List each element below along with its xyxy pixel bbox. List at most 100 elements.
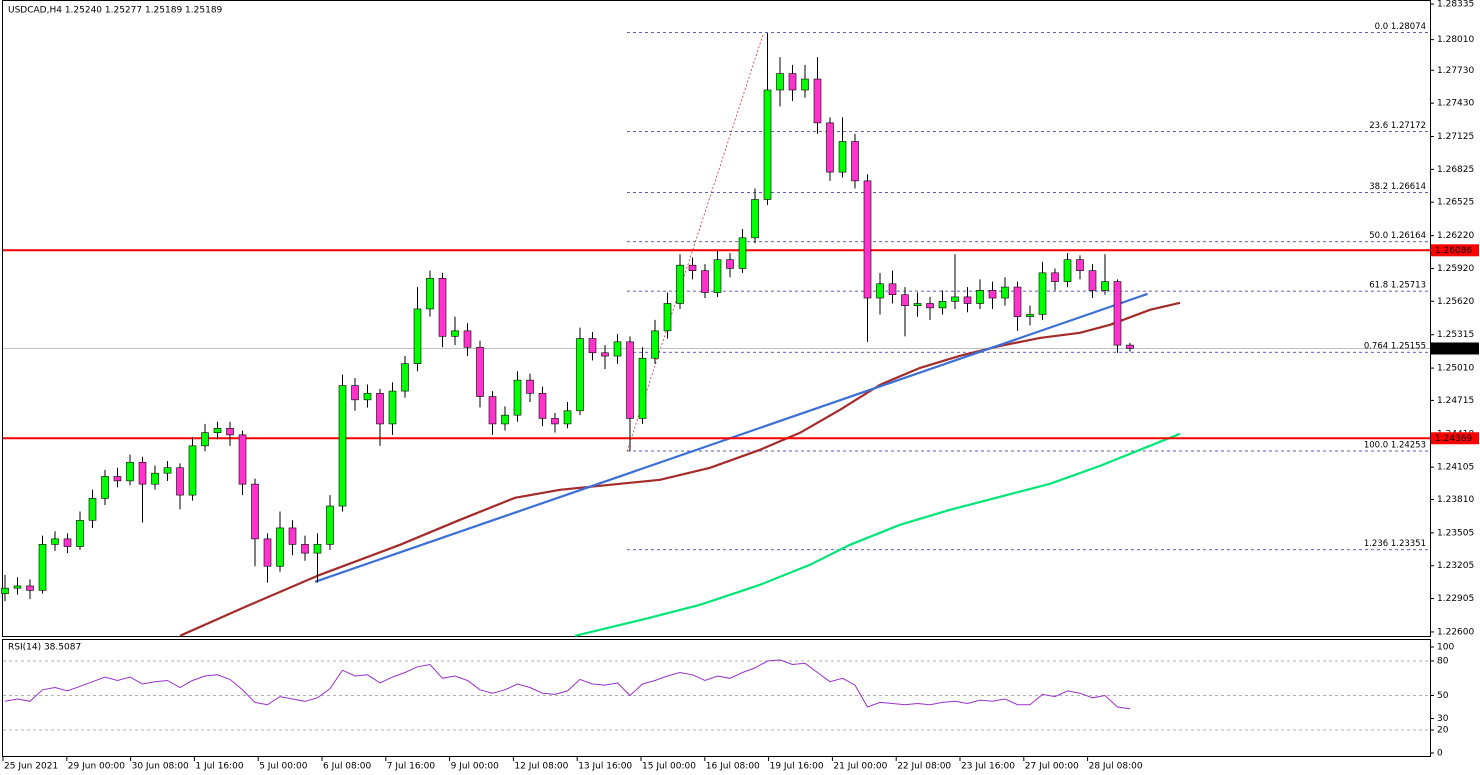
candle-body xyxy=(651,330,659,359)
candle-body xyxy=(563,410,572,425)
fib-label: 100.0 1.24253 xyxy=(1364,440,1426,450)
x-tick-label: 19 Jul 16:00 xyxy=(770,762,824,772)
last-price-label: 1.25189 xyxy=(1435,344,1472,354)
candle-body xyxy=(63,538,72,547)
candle-body xyxy=(851,141,859,182)
candle-body xyxy=(801,78,809,91)
x-tick-label: 5 Jul 00:00 xyxy=(259,762,308,772)
level-price-box xyxy=(1431,432,1479,445)
y-tick-label: 1.22905 xyxy=(1437,594,1474,604)
candle-body xyxy=(951,296,959,302)
candle-body xyxy=(1051,272,1059,282)
main-frame xyxy=(2,0,1431,637)
candle-body xyxy=(626,341,634,419)
x-tick-label: 22 Jul 08:00 xyxy=(897,762,951,772)
candle-body xyxy=(613,341,622,357)
candle-body xyxy=(576,338,584,412)
rsi-frame xyxy=(2,639,1431,757)
fib-label: 50.0 1.26164 xyxy=(1369,231,1426,241)
x-tick-label: 21 Jul 00:00 xyxy=(833,762,887,772)
candle-body xyxy=(51,538,59,545)
candle-body xyxy=(38,544,47,591)
candle-body xyxy=(1088,270,1097,291)
candle-body xyxy=(251,483,259,540)
y-tick-label: 1.23810 xyxy=(1437,495,1474,505)
candle-body xyxy=(676,264,684,304)
candle-body xyxy=(376,392,384,425)
candle-body xyxy=(1126,344,1134,349)
candle-body xyxy=(76,519,84,547)
candle-body xyxy=(163,467,172,474)
y-tick-label: 1.25010 xyxy=(1437,364,1474,374)
candle-body xyxy=(188,445,197,496)
candle-body xyxy=(351,385,359,401)
rsi-title: RSI(14) 38.5087 xyxy=(8,643,81,653)
candle-body xyxy=(901,294,909,306)
candle-body xyxy=(876,283,884,299)
candle-body xyxy=(26,585,34,591)
candle-body xyxy=(88,498,97,521)
y-tick-label: 1.23205 xyxy=(1437,561,1474,571)
candle-body xyxy=(288,527,297,545)
y-tick-label: 1.27430 xyxy=(1437,99,1474,109)
candle-body xyxy=(738,237,747,269)
candle-body xyxy=(863,180,872,299)
candle-body xyxy=(226,428,234,436)
candle-body xyxy=(526,379,534,394)
chart-title: USDCAD,H4 1.25240 1.25277 1.25189 1.2518… xyxy=(8,6,223,16)
candle-body xyxy=(913,303,922,306)
candle-body xyxy=(401,363,409,392)
candle-body xyxy=(601,352,609,357)
y-tick-label: 1.26825 xyxy=(1437,165,1474,175)
candle-body xyxy=(776,73,784,91)
x-tick-label: 6 Jul 08:00 xyxy=(323,762,372,772)
x-tick-label: 12 Jul 08:00 xyxy=(514,762,568,772)
fib-label: 0.0 1.28074 xyxy=(1375,22,1426,32)
candle-body xyxy=(688,264,697,271)
candle-body xyxy=(551,418,559,425)
candle-body xyxy=(113,476,122,482)
x-tick-label: 9 Jul 00:00 xyxy=(451,762,500,772)
candle-body xyxy=(963,296,972,304)
fib-label: 38.2 1.26614 xyxy=(1369,182,1426,192)
y-tick-label: 1.23505 xyxy=(1437,528,1474,538)
indicator-line xyxy=(179,301,1181,637)
candle-body xyxy=(463,330,472,348)
candle-body xyxy=(988,290,997,299)
candle-body xyxy=(838,141,847,173)
fib-label: 1.236 1.23351 xyxy=(1364,539,1426,549)
candle-body xyxy=(1026,314,1034,317)
candle-body xyxy=(388,390,397,425)
last-price-box xyxy=(1431,342,1479,355)
fib-label: 23.6 1.27172 xyxy=(1369,121,1426,131)
candle-body xyxy=(888,283,897,296)
rsi-tick-label: 0 xyxy=(1437,749,1443,759)
candle-body xyxy=(313,544,322,554)
x-tick-label: 30 Jun 08:00 xyxy=(132,762,189,772)
candle-body xyxy=(151,472,159,485)
candle-body xyxy=(1101,281,1109,291)
rsi-tick-label: 20 xyxy=(1437,726,1449,736)
candle-body xyxy=(1,587,9,594)
x-tick-label: 25 Jun 2021 xyxy=(4,762,58,772)
candle-body xyxy=(488,396,497,425)
candle-body xyxy=(13,585,22,589)
candle-body xyxy=(726,259,734,269)
candle-body xyxy=(451,330,459,337)
y-tick-label: 1.22600 xyxy=(1437,627,1474,637)
candle-body xyxy=(138,461,147,485)
fib-anchor-line xyxy=(626,32,764,452)
candle-body xyxy=(813,78,822,124)
candle-body xyxy=(638,357,647,419)
candle-body xyxy=(1113,281,1122,346)
candle-body xyxy=(413,308,422,365)
level-price-box xyxy=(1431,244,1479,257)
y-tick-label: 1.25920 xyxy=(1437,264,1474,274)
candle-body xyxy=(438,278,447,337)
y-tick-label: 1.28010 xyxy=(1437,35,1474,45)
candle-body xyxy=(426,278,434,310)
x-tick-label: 28 Jul 08:00 xyxy=(1089,762,1143,772)
candle-body xyxy=(701,270,709,293)
